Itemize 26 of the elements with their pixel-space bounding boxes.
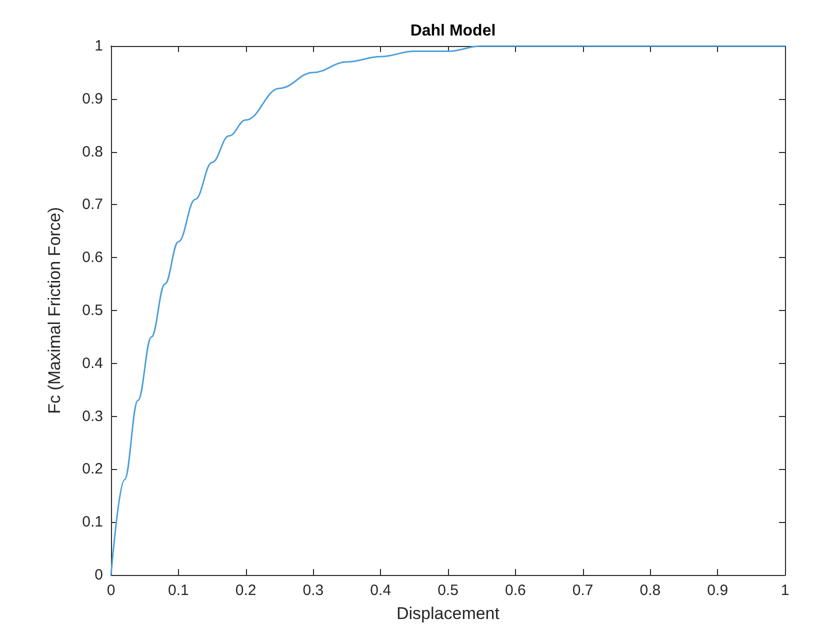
y-tick-label: 0.7 (82, 196, 103, 214)
y-axis-title: Fc (Maximal Friction Force) (45, 207, 64, 414)
line-series (110, 45, 786, 576)
y-tick-label: 0 (94, 566, 103, 584)
x-tick-label: 0.5 (438, 582, 458, 599)
y-tick-label: 1 (94, 38, 103, 54)
x-tick-label: 0.8 (640, 582, 661, 599)
x-tick-label: 0.9 (707, 582, 728, 599)
x-tick-label: 0.3 (302, 582, 324, 599)
y-tick-label: 0.6 (82, 249, 103, 266)
y-tick-label: 0.9 (82, 90, 103, 108)
x-tick-label: 0.7 (572, 582, 594, 599)
y-tick-label: 0.3 (82, 408, 103, 425)
x-tick-label: 1 (780, 582, 790, 599)
x-axis-title: Displacement (396, 604, 500, 623)
y-tick-label: 0.4 (82, 354, 103, 372)
y-tick-label: 0.1 (82, 514, 103, 531)
y-tick-label: 0.8 (82, 143, 103, 160)
x-tick-label: 0.1 (168, 582, 189, 599)
y-tick-label: 0.5 (82, 302, 103, 319)
x-tick-label: 0.6 (504, 582, 526, 599)
x-tick-label: 0 (106, 582, 116, 599)
x-tick-label: 0.2 (235, 582, 256, 599)
x-tick-label: 0.4 (370, 582, 392, 599)
chart-title: Dahl Model (410, 22, 496, 40)
y-tick-label: 0.2 (82, 460, 103, 478)
